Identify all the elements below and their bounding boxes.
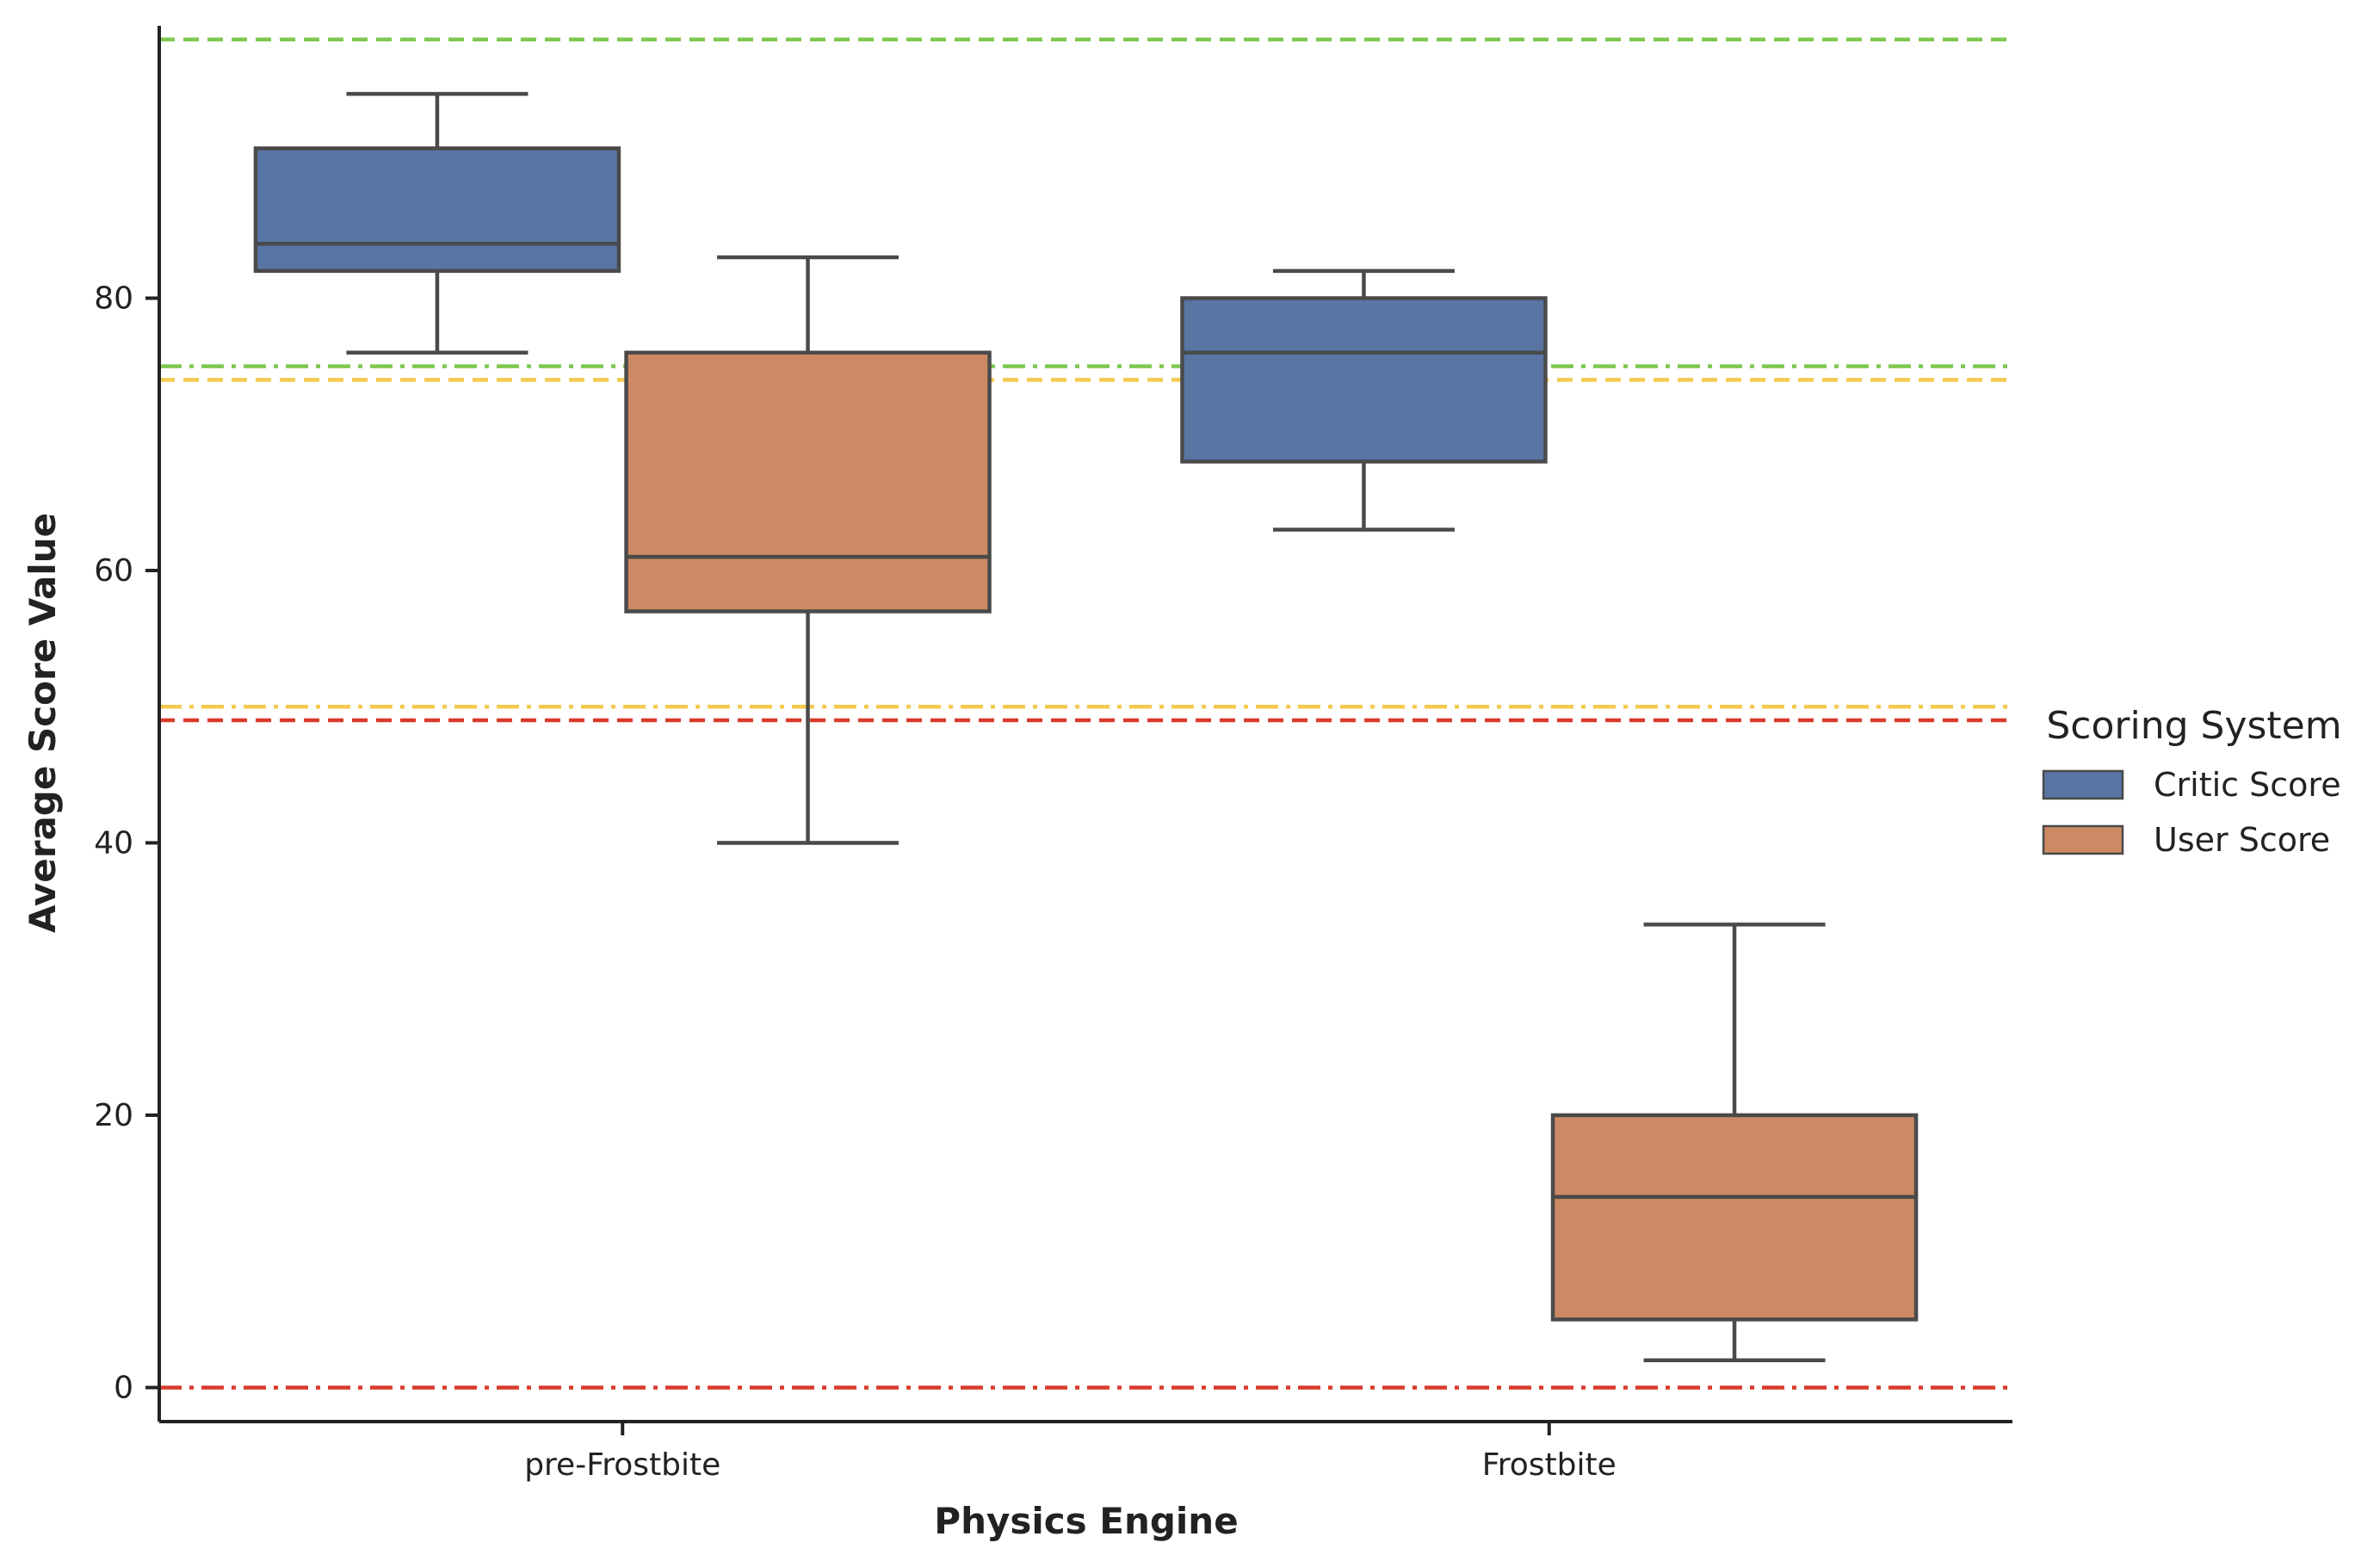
axes — [158, 26, 2012, 1423]
box-user-score-frostbite — [1550, 922, 1919, 1363]
legend: Scoring System Critic Score User Score — [2042, 704, 2342, 859]
x-axis-title: Physics Engine — [934, 1500, 1238, 1542]
x-ticks: pre-Frostbite Frostbite — [524, 1422, 1617, 1483]
y-tick-label-80: 80 — [94, 281, 133, 316]
x-tick-label-frostbite: Frostbite — [1482, 1447, 1617, 1483]
y-tick-label-60: 60 — [94, 553, 133, 589]
box-critic-score-frostbite — [1180, 268, 1548, 532]
legend-title: Scoring System — [2046, 704, 2341, 748]
y-ticks: 0 20 40 60 80 — [94, 281, 159, 1405]
box-body — [1550, 1113, 1919, 1322]
legend-label-critic-score: Critic Score — [2154, 766, 2341, 804]
y-axis-title: Average Score Value — [22, 513, 64, 933]
box-body — [624, 350, 992, 614]
legend-swatch-user-score — [2042, 824, 2124, 855]
legend-swatch-critic-score — [2042, 769, 2124, 800]
y-tick-label-20: 20 — [94, 1098, 133, 1133]
box-plot-series — [253, 91, 1919, 1363]
y-tick-label-40: 40 — [94, 825, 133, 861]
box-user-score-pre-frostbite — [624, 255, 992, 845]
box-critic-score-pre-frostbite — [253, 91, 621, 355]
x-tick-label-pre-frostbite: pre-Frostbite — [524, 1447, 720, 1483]
box-body — [253, 146, 621, 274]
y-tick-label-0: 0 — [114, 1370, 133, 1405]
legend-label-user-score: User Score — [2154, 821, 2330, 859]
reference-lines — [159, 37, 2012, 1390]
box-body — [1180, 296, 1548, 464]
